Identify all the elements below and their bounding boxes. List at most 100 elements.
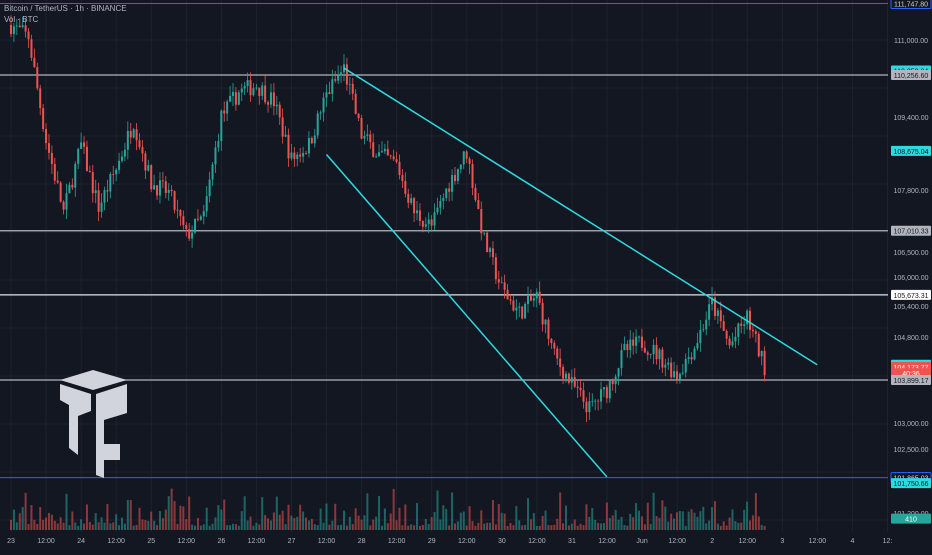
candle (462, 151, 465, 165)
watermark-logo-icon (60, 370, 127, 478)
volume-bar (436, 490, 439, 530)
price-tick: 109,400.00 (893, 115, 928, 122)
candle (199, 216, 202, 220)
candle (287, 134, 290, 159)
candle (524, 303, 527, 319)
volume-bar (372, 519, 375, 530)
candle (316, 113, 319, 136)
volume-bar (158, 511, 161, 530)
price-tick: 111,000.00 (894, 38, 928, 45)
candle (369, 134, 372, 143)
price-tick: 103,000.00 (893, 421, 928, 428)
time-tick: 3 (780, 538, 784, 545)
volume-bar (375, 516, 378, 530)
volume-bar (553, 524, 556, 530)
volume-bar (135, 524, 138, 530)
volume-bar (459, 512, 462, 530)
price-label-bg (891, 513, 931, 524)
candle (15, 25, 18, 27)
candle (158, 180, 161, 196)
volume-bar (296, 516, 299, 530)
volume-bar (588, 516, 591, 530)
candle (453, 175, 456, 181)
volume-bar (611, 515, 614, 530)
candle (68, 184, 71, 194)
volume-bar (538, 525, 541, 530)
volume-bar (85, 504, 88, 530)
volume-bar (617, 519, 620, 530)
candle (281, 117, 284, 137)
candle (649, 354, 652, 355)
candle (404, 181, 407, 194)
volume-bar (100, 517, 103, 530)
volume-bar (471, 521, 474, 530)
candle (202, 211, 205, 217)
candle (372, 142, 375, 157)
candle (494, 257, 497, 280)
candle (240, 88, 243, 93)
volume-bar (65, 493, 68, 530)
candle (602, 387, 605, 390)
time-tick: 12:00 (388, 538, 406, 545)
candle (605, 387, 608, 399)
volume-bar (214, 517, 217, 530)
candle (135, 129, 138, 141)
volume-bar (579, 523, 582, 530)
volume-bar (74, 522, 77, 530)
volume-bar (605, 502, 608, 530)
volume-bar (418, 525, 421, 530)
volume-bar (722, 521, 725, 530)
candle (550, 338, 553, 344)
volume-bar (725, 525, 728, 530)
candle (559, 358, 562, 368)
volume-bar (591, 508, 594, 530)
candle (39, 88, 42, 109)
volume-bar (316, 525, 319, 530)
volume-bar (150, 511, 153, 530)
candle (103, 190, 106, 203)
volume-bar (164, 509, 167, 530)
candle (378, 152, 381, 157)
volume-bar (480, 510, 483, 530)
volume-bar (325, 503, 328, 530)
candle (255, 87, 258, 89)
candle (258, 87, 261, 96)
time-axis[interactable]: 23 12:00 24 12:00 25 12:00 26 12:00 27 12:00 28 12:… (0, 532, 892, 550)
candle (307, 138, 310, 154)
candle (334, 79, 337, 81)
candle (357, 113, 360, 118)
volume-bar (678, 510, 681, 530)
volume-bar (708, 520, 711, 530)
candle (328, 92, 331, 94)
volume-bar (240, 511, 243, 530)
volume-bar (120, 517, 123, 530)
volume-bar (94, 513, 97, 530)
time-tick: 12:00 (37, 538, 55, 545)
candle (535, 291, 538, 299)
candle (50, 152, 53, 164)
volume-bar (182, 506, 185, 530)
volume-bar (570, 523, 573, 530)
volume-bar (59, 517, 62, 530)
candle (556, 348, 559, 359)
volume-bar (719, 525, 722, 530)
candle (597, 400, 600, 402)
price-axis[interactable]: 111,000.00 109,400.00 107,800.00 106,500.00… (890, 0, 932, 532)
volume-bar (103, 522, 106, 530)
candle (299, 154, 302, 157)
candle (360, 117, 363, 139)
candle (91, 172, 94, 194)
candle (687, 357, 690, 360)
candle (594, 400, 597, 402)
candle (278, 104, 281, 118)
volume-bar (746, 501, 749, 530)
volume-bar (421, 524, 424, 530)
volume-bar (702, 506, 705, 530)
volume-bar (205, 507, 208, 530)
time-tick: 12:00 (318, 538, 336, 545)
time-tick: 31 (568, 538, 576, 545)
volume-bar (21, 507, 24, 530)
volume-bar (47, 512, 50, 530)
volume-bar (42, 519, 45, 530)
